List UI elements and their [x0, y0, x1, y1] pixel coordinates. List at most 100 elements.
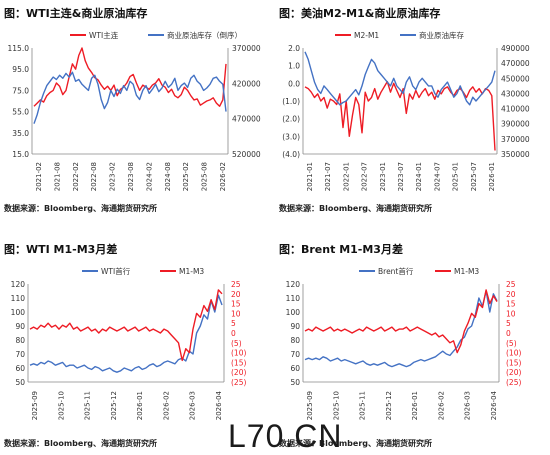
- x-tick-label: 2025-09: [31, 391, 39, 420]
- y-right-tick-label: 15: [231, 300, 241, 309]
- y-left-tick-label: 75.0: [12, 86, 29, 95]
- y-left-tick-label: 60: [290, 364, 300, 373]
- series-line: [304, 289, 498, 354]
- panel-source: 数据来源：Bloomberg、海通期货研究所: [4, 439, 157, 448]
- panel-wti-inventory: 图：WTI主连&商业原油库存 115.0 95.0 75.0 55.0 35.0 15.0…: [0, 0, 275, 215]
- x-tick-label: 2022-02: [72, 162, 80, 191]
- watermark: L70.CN: [228, 418, 343, 454]
- y-left-tick-label: (1.0): [282, 97, 300, 106]
- y-left-tick-label: 90: [290, 322, 300, 331]
- x-tick-label: 2025-09: [306, 391, 314, 420]
- y-right-tick-label: (5): [231, 339, 242, 348]
- y-right-tick-label: 20: [506, 290, 516, 299]
- y-right-tick-label: 390000: [501, 120, 530, 129]
- chart-wti-inventory: 115.0 95.0 75.0 55.0 35.0 15.0 370000 420000 470…: [8, 30, 261, 191]
- x-tick-label: 2023-08: [127, 162, 135, 191]
- y-left-tick-label: 15.0: [12, 150, 29, 159]
- x-tick-label: 2021-07: [324, 162, 332, 191]
- x-tick-label: 2021-01: [306, 162, 314, 191]
- x-tick-label: 2026-01: [488, 162, 496, 191]
- chart-wti-spread: 12011010090807060502520151050(5)(10)(15)…: [11, 266, 247, 420]
- y-left-tick-label: 70: [15, 350, 25, 359]
- x-tick-label: 2026-02: [219, 162, 227, 191]
- panel-brent-spread: 图：Brent M1-M3月差 120 110 100 90 80 70 60 50 25 20 1…: [275, 236, 550, 454]
- panel-title: 图：WTI M1-M3月差: [4, 243, 118, 256]
- y-right-tick-label: 470000: [232, 115, 261, 124]
- y-right-tick-label: 370000: [232, 44, 261, 53]
- x-tick-label: 2026-02: [162, 391, 170, 420]
- legend-label: M1-M3: [454, 267, 479, 276]
- x-tick-label: 2025-10: [332, 391, 340, 420]
- x-tick-label: 2023-02: [109, 162, 117, 191]
- series-line: [33, 47, 227, 108]
- panel-source: 数据来源：Bloomberg、海通期货研究所: [4, 204, 157, 213]
- x-tick-label: 2024-01: [415, 162, 423, 191]
- x-tick-label: 2023-07: [397, 162, 405, 191]
- y-left-tick-label: 110: [11, 294, 26, 303]
- panel-m2m1-inventory: 图：美油M2-M1&商业原油库存 2.0 1.0 0.0 (1.0) (2.0) (3.0…: [275, 0, 550, 215]
- y-right-tick-label: (5): [506, 339, 517, 348]
- series-line: [304, 80, 496, 151]
- x-tick-label: 2025-01: [452, 162, 460, 191]
- x-tick-label: 2025-08: [201, 162, 209, 191]
- legend-label: 商业原油库存: [419, 30, 464, 40]
- y-right-tick-label: 25: [506, 280, 516, 289]
- series-line: [33, 71, 227, 124]
- x-tick-label: 2022-07: [361, 162, 369, 191]
- y-right-tick-label: 10: [506, 309, 516, 318]
- y-left-tick-label: 1.0: [288, 62, 300, 71]
- legend-label: 商业原油库存（倒序）: [167, 30, 242, 40]
- y-left-tick-label: 115.0: [8, 44, 30, 53]
- y-right-tick-label: 370000: [501, 135, 530, 144]
- x-tick-label: 2025-10: [57, 391, 65, 420]
- x-tick-label: 2026-01: [411, 391, 419, 420]
- y-left-tick-label: 60: [15, 364, 25, 373]
- y-right-tick-label: 350000: [501, 150, 530, 159]
- x-tick-label: 2025-02: [182, 162, 190, 191]
- y-left-tick-label: (2.0): [282, 115, 300, 124]
- x-tick-label: 2026-03: [189, 391, 197, 420]
- y-right-tick-label: 0: [231, 329, 236, 338]
- panel-title: 图：WTI主连&商业原油库存: [4, 7, 148, 20]
- legend-label: Brent首行: [378, 266, 414, 276]
- y-left-tick-label: 55.0: [12, 108, 29, 117]
- y-right-tick-label: 20: [231, 290, 241, 299]
- y-right-tick-label: (25): [231, 378, 246, 387]
- y-right-tick-label: 450000: [501, 74, 530, 83]
- x-tick-label: 2025-11: [84, 391, 92, 420]
- x-tick-label: 2024-07: [433, 162, 441, 191]
- y-left-tick-label: 100: [286, 308, 301, 317]
- y-right-tick-label: (10): [231, 349, 246, 358]
- panel-source: 数据来源：Bloomberg、海通期货研究所: [279, 439, 432, 448]
- x-tick-label: 2026-01: [136, 391, 144, 420]
- x-tick-label: 2024-08: [164, 162, 172, 191]
- series-line: [29, 289, 223, 362]
- x-tick-label: 2025-12: [110, 391, 118, 420]
- legend-label: WTI主连: [89, 30, 119, 40]
- x-tick-label: 2025-07: [470, 162, 478, 191]
- y-right-tick-label: 0: [506, 329, 511, 338]
- x-tick-label: 2023-01: [379, 162, 387, 191]
- y-left-tick-label: 95.0: [12, 65, 29, 74]
- y-right-tick-label: 5: [506, 319, 511, 328]
- legend-label: M1-M3: [179, 267, 204, 276]
- y-right-tick-label: 25: [231, 280, 241, 289]
- y-left-tick-label: (4.0): [282, 150, 300, 159]
- series-line: [29, 294, 223, 373]
- y-left-tick-label: 110: [286, 294, 301, 303]
- x-tick-label: 2026-04: [490, 390, 498, 420]
- y-left-tick-label: 80: [15, 336, 25, 345]
- x-tick-label: 2026-03: [464, 391, 472, 420]
- y-left-tick-label: 35.0: [12, 129, 29, 138]
- series-line: [304, 51, 496, 106]
- y-right-tick-label: 15: [506, 300, 516, 309]
- y-right-tick-label: (20): [506, 368, 521, 377]
- y-left-tick-label: 80: [290, 336, 300, 345]
- y-left-tick-label: 70: [290, 350, 300, 359]
- x-tick-label: 2022-01: [342, 162, 350, 191]
- x-tick-label: 2026-02: [437, 391, 445, 420]
- legend-label: WTI首行: [101, 266, 131, 276]
- y-right-tick-label: 10: [231, 309, 241, 318]
- panel-source: 数据来源：Bloomberg、海通期货研究所: [279, 204, 432, 213]
- x-tick-label: 2022-08: [90, 162, 98, 191]
